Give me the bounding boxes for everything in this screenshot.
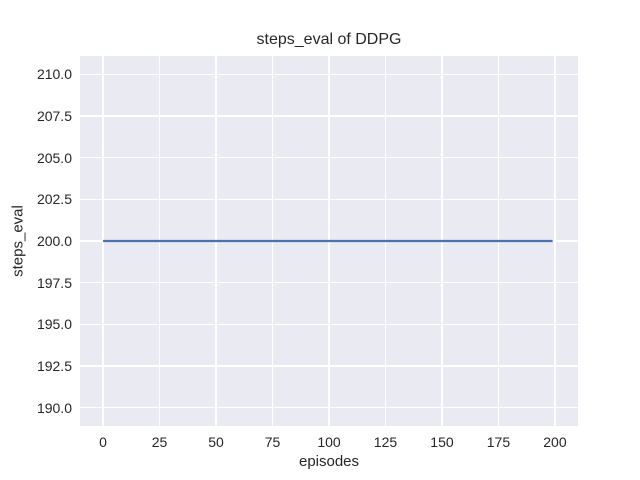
y-gridline (80, 365, 578, 367)
y-tick-label: 205.0 (36, 149, 72, 166)
y-gridline (80, 407, 578, 409)
x-tick-label: 0 (99, 434, 107, 450)
line-plot-svg (103, 239, 553, 243)
y-tick-label: 197.5 (36, 274, 72, 291)
y-tick-label: 190.0 (36, 399, 72, 416)
y-gridline (80, 323, 578, 325)
chart-title: steps_eval of DDPG (256, 31, 402, 48)
y-tick-label: 200.0 (36, 233, 72, 249)
x-tick-label: 25 (151, 434, 168, 450)
plot-area (80, 56, 578, 426)
y-gridline (80, 198, 578, 200)
x-axis-label: episodes (298, 453, 360, 470)
y-gridline (80, 73, 578, 75)
y-tick-label: 192.5 (36, 358, 72, 374)
x-tick-label: 175 (486, 434, 511, 450)
y-tick-label: 210.0 (36, 66, 72, 83)
x-tick-label: 200 (543, 434, 567, 450)
y-tick-label: 195.0 (36, 316, 72, 333)
y-tick-label: 202.5 (36, 191, 72, 208)
y-gridline (80, 115, 578, 117)
y-gridline (80, 157, 578, 159)
y-tick-label: 207.5 (36, 108, 72, 124)
x-tick-label: 150 (430, 434, 454, 450)
x-tick-label: 100 (317, 434, 341, 450)
y-gridline (80, 282, 578, 284)
x-tick-label: 125 (373, 434, 398, 450)
x-tick-label: 50 (208, 434, 224, 450)
x-tick-label: 75 (264, 434, 281, 450)
